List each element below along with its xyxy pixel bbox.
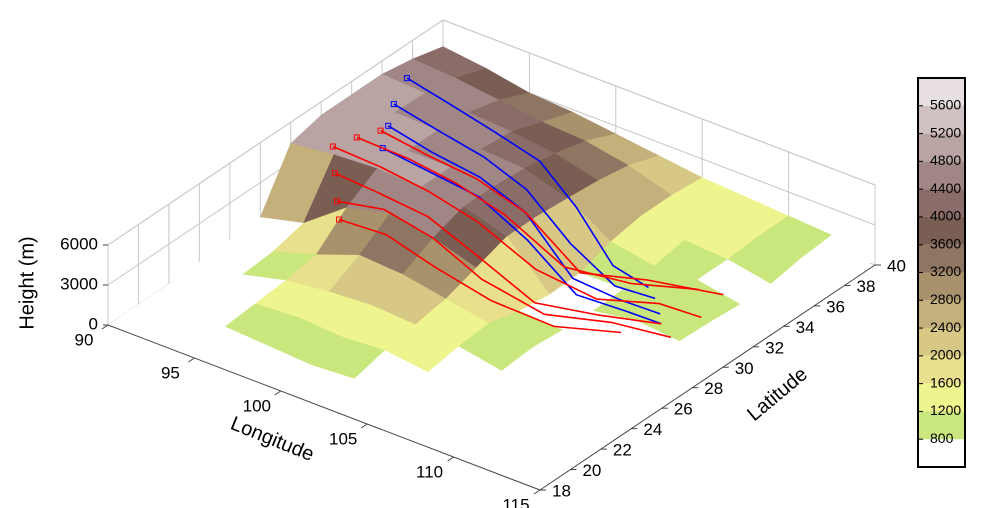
- colorbar-tick-label: 2000: [930, 347, 961, 363]
- z-tick-label: 6000: [60, 234, 98, 253]
- colorbar-tick-label: 800: [930, 430, 954, 446]
- colorbar-tick-label: 3600: [930, 235, 961, 251]
- y-tick-label: 32: [765, 338, 784, 357]
- colorbar-tick-label: 4800: [930, 152, 961, 168]
- x-tick-label: 110: [416, 462, 443, 481]
- colorbar-tick-label: 1200: [930, 402, 961, 418]
- x-tick: [534, 490, 540, 494]
- z-axis-title: Height (m): [16, 236, 38, 329]
- y-tick-label: 36: [826, 297, 845, 316]
- z-tick-label: 0: [89, 314, 98, 333]
- y-tick-label: 22: [613, 441, 632, 460]
- y-tick-label: 28: [704, 379, 723, 398]
- colorbar-tick-label: 2400: [930, 319, 961, 335]
- y-tick-label: 18: [552, 481, 571, 500]
- x-tick-label: 100: [243, 396, 271, 415]
- x-tick: [361, 424, 367, 428]
- x-tick: [275, 391, 281, 395]
- colorbar-tick-label: 1600: [930, 374, 961, 390]
- y-tick-label: 30: [735, 359, 754, 378]
- colorbar-tick-label: 3200: [930, 263, 961, 279]
- y-tick-label: 20: [582, 461, 601, 480]
- y-tick-label: 40: [887, 256, 906, 275]
- x-tick: [102, 325, 108, 329]
- colorbar-tick-label: 4000: [930, 208, 961, 224]
- x-tick-label: 105: [329, 429, 357, 448]
- y-tick-label: 24: [643, 420, 662, 439]
- x-tick: [448, 457, 454, 461]
- y-tick-label: 34: [796, 318, 815, 337]
- x-tick-label: 115: [502, 495, 529, 508]
- x-tick-label: 95: [161, 363, 180, 382]
- colorbar-tick-label: 5600: [930, 96, 961, 112]
- y-tick-label: 38: [857, 277, 876, 296]
- colorbar-tick-label: 4400: [930, 180, 961, 196]
- colorbar-tick-label: 5200: [930, 124, 961, 140]
- z-tick-label: 3000: [60, 274, 98, 293]
- y-tick-label: 26: [674, 400, 693, 419]
- chart: Height (m) Longitude Latitude 9095100105…: [0, 0, 996, 508]
- colorbar: 800 1200 1600 2000 2400 2800 3200 3600 4000 4400 4…: [918, 78, 965, 467]
- x-axis-title: Longitude: [227, 413, 317, 466]
- x-tick: [188, 358, 194, 362]
- colorbar-tick-label: 2800: [930, 291, 961, 307]
